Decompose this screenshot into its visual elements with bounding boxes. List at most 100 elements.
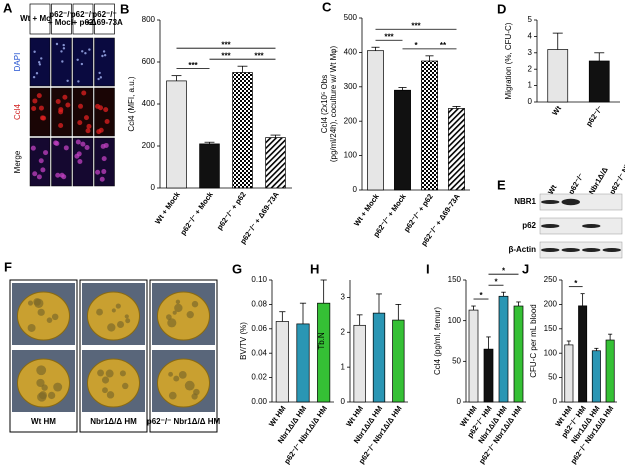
significance-label: * xyxy=(574,279,578,288)
cell xyxy=(84,52,87,55)
column-header-box xyxy=(29,3,51,35)
cell xyxy=(80,62,84,66)
cell xyxy=(81,50,84,53)
trabecular-hole xyxy=(168,371,173,377)
cell xyxy=(88,48,91,51)
cell xyxy=(63,145,69,151)
y-tick-label: 0 xyxy=(341,397,346,406)
significance-label: ** xyxy=(440,41,447,50)
blot-label: p62 xyxy=(522,221,536,230)
x-tick-label: Wt + Mock xyxy=(153,189,182,225)
cell xyxy=(38,105,44,111)
cell xyxy=(36,174,42,180)
trabecular-hole xyxy=(51,313,59,321)
trabecular-hole xyxy=(175,299,181,305)
panel-letter: A xyxy=(3,0,13,15)
significance-label: *** xyxy=(221,51,231,60)
trabecular-hole xyxy=(37,308,45,316)
trabecular-hole xyxy=(193,388,200,396)
bar xyxy=(588,60,610,103)
y-tick-label: 300 xyxy=(344,82,358,91)
trabecular-hole xyxy=(119,370,126,377)
x-tick-label: Wt + Mock xyxy=(352,191,381,227)
bar xyxy=(317,302,331,403)
micrograph xyxy=(72,137,94,187)
x-tick-label: Wt HM xyxy=(267,404,288,428)
cell xyxy=(55,98,61,104)
trabecular-hole xyxy=(125,318,131,324)
y-tick-label: 2 xyxy=(341,327,346,336)
cell xyxy=(33,50,36,53)
lane-label: p62⁻/⁻ Nbr1Δ/Δ xyxy=(607,143,625,196)
cell xyxy=(95,103,101,109)
bone-render xyxy=(17,291,70,341)
significance-label: * xyxy=(502,266,506,275)
y-axis-label: Ccl4 (MFI, a.u.) xyxy=(127,76,136,131)
image-label: Nbr1Δ/Δ HM xyxy=(90,417,137,426)
bar xyxy=(166,80,187,189)
cell xyxy=(59,172,65,178)
cell xyxy=(55,172,61,178)
cell xyxy=(80,141,86,147)
x-tick-label: p62⁻/⁻ + Mock xyxy=(178,189,215,236)
lane-label: Wt xyxy=(546,183,559,196)
cell xyxy=(96,129,102,135)
y-axis-label: CFU-C per mL blood xyxy=(529,304,538,378)
cell xyxy=(84,144,90,150)
image-label: Wt HM xyxy=(31,417,56,426)
cell xyxy=(99,76,103,79)
significance-label: * xyxy=(414,41,418,50)
bar xyxy=(392,319,405,403)
trabecular-hole xyxy=(37,392,47,402)
cell xyxy=(76,151,82,157)
y-tick-label: 0.10 xyxy=(251,275,267,284)
cell xyxy=(103,107,109,113)
significance-label: *** xyxy=(384,32,394,41)
y-tick-label: 2 xyxy=(528,64,533,73)
trabecular-hole xyxy=(97,369,105,377)
y-tick-label: 3 xyxy=(528,48,533,57)
y-tick-label: 200 xyxy=(142,141,156,150)
trabecular-hole xyxy=(105,369,114,378)
y-tick-label: 0 xyxy=(151,183,156,192)
column-header-box xyxy=(72,3,94,35)
bar xyxy=(421,60,438,191)
bar xyxy=(564,344,574,403)
bar xyxy=(513,305,524,403)
bar xyxy=(591,350,601,403)
cell xyxy=(99,176,105,182)
bar xyxy=(578,305,588,403)
bar xyxy=(448,108,465,191)
trabecular-hole xyxy=(172,310,177,315)
trabecular-hole xyxy=(111,308,116,313)
y-tick-label: 150 xyxy=(448,275,462,284)
cell xyxy=(77,80,80,83)
cell xyxy=(58,123,64,129)
cell xyxy=(65,102,71,108)
significance-label: *** xyxy=(254,51,264,60)
cell xyxy=(32,171,38,177)
y-tick-label: 100 xyxy=(544,348,558,357)
cell xyxy=(61,60,64,63)
y-tick-label: 0 xyxy=(528,97,533,106)
trabecular-hole xyxy=(53,382,63,392)
bar xyxy=(275,321,289,403)
y-tick-label: 600 xyxy=(142,57,156,66)
cell xyxy=(101,156,107,162)
cell xyxy=(77,120,83,126)
bar xyxy=(367,50,384,191)
y-axis-label: Ccl4 (pg/ml, femur) xyxy=(433,307,442,375)
cell xyxy=(78,103,84,109)
row-label: DAPI xyxy=(13,53,22,72)
blot-band xyxy=(582,224,601,228)
y-tick-label: 0 xyxy=(553,397,558,406)
cell xyxy=(98,71,101,75)
significance-label: *** xyxy=(188,61,198,70)
lane-label: p62⁻/⁻ xyxy=(566,172,585,196)
cell xyxy=(77,159,83,165)
trabecular-hole xyxy=(117,320,125,328)
bone-render xyxy=(157,291,210,341)
y-tick-label: 0.08 xyxy=(251,300,267,309)
y-tick-label: 5 xyxy=(528,15,533,24)
blot-label: NBR1 xyxy=(514,197,536,206)
